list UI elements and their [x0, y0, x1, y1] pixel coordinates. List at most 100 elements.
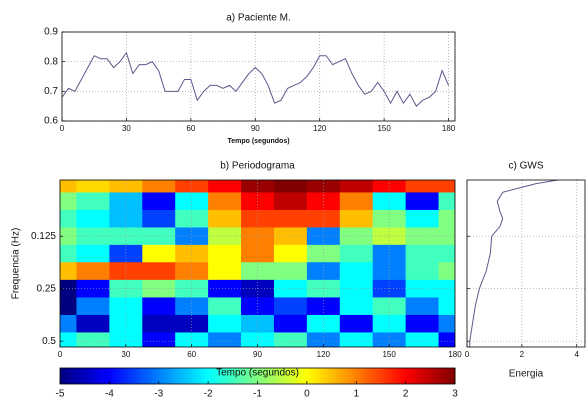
heat-cell [60, 192, 77, 211]
heat-cell [60, 180, 77, 193]
heat-cell [306, 209, 341, 228]
heat-cell [438, 279, 455, 298]
heat-cell [60, 332, 77, 347]
heat-cell [273, 279, 308, 298]
heat-cell [306, 244, 341, 263]
heat-cell [60, 244, 77, 263]
heat-cell [372, 262, 407, 281]
data-line [61, 51, 450, 107]
colorbar-segment [92, 368, 97, 384]
heat-cell [175, 262, 209, 281]
y-tick-label: 0.6 [44, 116, 58, 127]
panel-title: b) Periodograma [220, 161, 295, 172]
colorbar-segment [290, 368, 295, 384]
heat-cell [339, 180, 374, 193]
colorbar-segment [231, 368, 235, 384]
heat-cell [339, 209, 374, 228]
colorbar-segment [73, 368, 77, 384]
colorbar-segment [316, 368, 321, 384]
x-tick-label: 120 [313, 124, 327, 133]
heat-cell [273, 314, 308, 333]
colorbar-segment [399, 368, 403, 384]
heat-cell [76, 244, 110, 263]
colorbar-segment [112, 368, 117, 384]
y-tick-label: 0.125 [31, 231, 56, 242]
heat-cell [306, 314, 341, 333]
colorbar-segment [445, 368, 449, 384]
x-tick-label: 2 [520, 350, 525, 359]
heat-cell [372, 227, 407, 246]
colorbar-segment [201, 368, 206, 384]
heat-cell [76, 192, 110, 211]
x-tick-label: 0 [465, 350, 470, 359]
colorbar-segment [214, 368, 219, 384]
x-axis-label: Energia [509, 369, 544, 380]
heat-cell [208, 209, 242, 228]
colorbar-segment [418, 368, 423, 384]
colorbar-segment [145, 368, 150, 384]
colorbar-tick-label: -3 [154, 389, 163, 400]
heat-cell [142, 262, 176, 281]
heat-cell [76, 180, 110, 193]
colorbar-segment [280, 368, 285, 384]
colorbar-tick-label: -4 [105, 389, 114, 400]
heat-cell [208, 180, 242, 193]
colorbar-segment [356, 368, 361, 384]
heat-cell [76, 297, 110, 316]
y-tick-label: 0.9 [44, 27, 58, 38]
heat-cell [142, 297, 176, 316]
heat-cell [372, 209, 407, 228]
heat-cell [405, 209, 440, 228]
colorbar-segment [352, 368, 357, 384]
colorbar-segment [451, 368, 456, 384]
x-tick-label: 0 [60, 124, 65, 133]
colorbar-segment [185, 368, 189, 384]
heat-cell [339, 227, 374, 246]
heat-cell [339, 279, 374, 298]
colorbar-segment [435, 368, 440, 384]
heat-cell [208, 297, 242, 316]
x-axis-label: Tempo (segundos) [216, 368, 299, 379]
heat-cell [438, 244, 455, 263]
colorbar-tick-label: -1 [253, 389, 262, 400]
colorbar-segment [346, 368, 351, 384]
heat-cell [339, 244, 374, 263]
colorbar-segment [237, 368, 242, 384]
colorbar-segment [132, 368, 137, 384]
panel: b) Periodograma-5 -4 -3 -2 -1 0 1 2 30 30 60 90 120 1… [11, 161, 463, 400]
heat-cell [142, 332, 176, 347]
heat-cell [175, 209, 209, 228]
heat-cell [175, 227, 209, 246]
heat-cell [339, 297, 374, 316]
heat-cell [438, 314, 455, 333]
x-tick-label: 150 [382, 350, 396, 359]
colorbar-segment [250, 368, 255, 384]
heat-cell [60, 227, 77, 246]
colorbar-segment [425, 368, 430, 384]
heat-cell [109, 209, 143, 228]
heat-cell [142, 209, 176, 228]
heat-cell [273, 244, 308, 263]
colorbar-segment [366, 368, 370, 384]
colorbar-segment [369, 368, 374, 384]
heat-cell [142, 180, 176, 193]
colorbar-segment [270, 368, 275, 384]
colorbar-segment [194, 368, 199, 384]
x-tick-label: 30 [122, 124, 131, 133]
x-tick-label: 60 [187, 350, 196, 359]
heat-cell [405, 227, 440, 246]
colorbar-tick-label: 0 [304, 389, 310, 400]
colorbar-segment [208, 368, 212, 384]
colorbar-segment [343, 368, 347, 384]
colorbar-segment [359, 368, 364, 384]
colorbar-segment [224, 368, 229, 384]
colorbar-segment [283, 368, 288, 384]
heat-cell [405, 244, 440, 263]
colorbar-segment [333, 368, 337, 384]
heat-cell [405, 297, 440, 316]
colorbar-segment [300, 368, 305, 384]
heat-cell [372, 332, 407, 347]
colorbar-segment [297, 368, 301, 384]
colorbar-segment [96, 368, 100, 384]
